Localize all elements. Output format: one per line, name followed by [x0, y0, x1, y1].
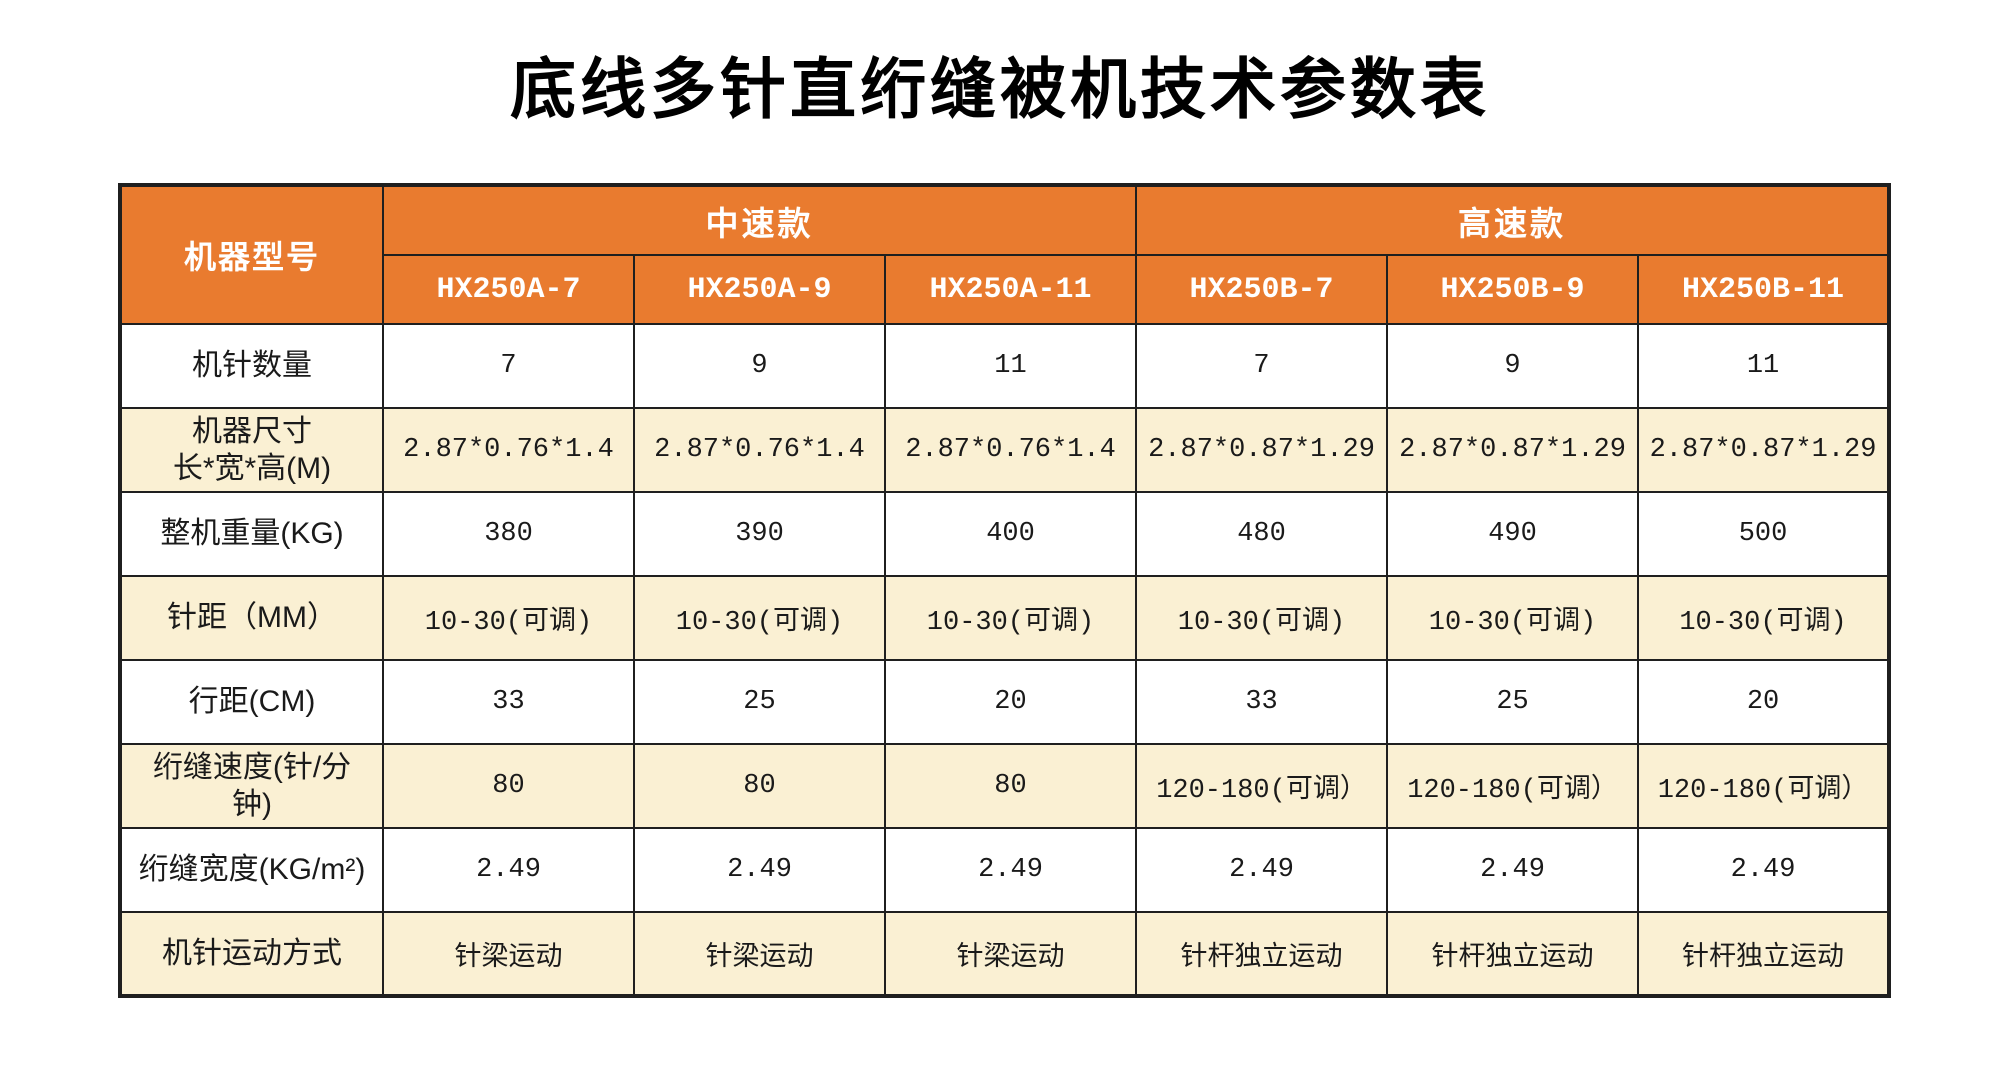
group-header-medium-speed: 中速款 [381, 184, 1138, 256]
page-title: 底线多针直绗缝被机技术参数表 [510, 52, 1490, 126]
row-label-needle-pitch: 针距（MM） [119, 575, 384, 661]
data-cell: 80 [633, 743, 886, 829]
data-cell: 2.49 [1386, 827, 1640, 913]
table-row-needle-pitch: 针距（MM） 10-30(可调) 10-30(可调) 10-30(可调) 10-… [119, 575, 1891, 661]
data-cell: 33 [382, 659, 635, 745]
data-cell: 480 [1135, 491, 1389, 577]
group-header-high-speed: 高速款 [1135, 184, 1891, 256]
corner-header-machine-model: 机器型号 [119, 184, 384, 325]
data-cell: 390 [633, 491, 886, 577]
model-header-hx250a-7: HX250A-7 [382, 254, 635, 325]
data-cell: 2.87*0.87*1.29 [1637, 407, 1891, 493]
row-label-machine-weight: 整机重量(KG) [119, 491, 384, 577]
data-cell: 针杆独立运动 [1386, 911, 1640, 997]
table-row-needle-motion: 机针运动方式 针梁运动 针梁运动 针梁运动 针杆独立运动 针杆独立运动 针杆独立… [119, 911, 1891, 997]
data-cell: 380 [382, 491, 635, 577]
data-cell: 10-30(可调) [382, 575, 635, 661]
spec-table: 机器型号 中速款 高速款 HX250A-7 HX250A-9 HX250A-11… [118, 183, 1892, 998]
data-cell: 针梁运动 [883, 911, 1138, 997]
data-cell: 10-30(可调) [633, 575, 886, 661]
data-cell: 9 [1386, 323, 1640, 409]
data-cell: 2.87*0.87*1.29 [1386, 407, 1640, 493]
data-cell: 20 [1637, 659, 1891, 745]
model-header-hx250b-11: HX250B-11 [1637, 254, 1891, 325]
data-cell: 针杆独立运动 [1135, 911, 1389, 997]
data-cell: 120-180(可调） [1386, 743, 1640, 829]
data-cell: 2.49 [1637, 827, 1891, 913]
data-cell: 2.87*0.87*1.29 [1135, 407, 1389, 493]
table-row-machine-size: 机器尺寸 长*宽*高(M) 2.87*0.76*1.4 2.87*0.76*1.… [119, 407, 1891, 493]
data-cell: 7 [382, 323, 635, 409]
model-header-hx250b-9: HX250B-9 [1386, 254, 1640, 325]
data-cell: 针梁运动 [382, 911, 635, 997]
data-cell: 2.49 [633, 827, 886, 913]
data-cell: 80 [883, 743, 1138, 829]
data-cell: 20 [883, 659, 1138, 745]
model-header-hx250b-7: HX250B-7 [1135, 254, 1389, 325]
data-cell: 490 [1386, 491, 1640, 577]
table-row-needle-count: 机针数量 7 9 11 7 9 11 [119, 323, 1891, 409]
data-cell: 120-180(可调） [1637, 743, 1891, 829]
row-label-machine-size: 机器尺寸 长*宽*高(M) [119, 407, 384, 493]
group-header-row: 机器型号 中速款 高速款 [119, 184, 1891, 325]
data-cell: 400 [883, 491, 1138, 577]
table-row-quilting-speed: 绗缝速度(针/分 钟) 80 80 80 120-180(可调） 120-180… [119, 743, 1891, 829]
data-cell: 10-30(可调) [1637, 575, 1891, 661]
data-cell: 10-30(可调) [1135, 575, 1389, 661]
data-cell: 25 [1386, 659, 1640, 745]
data-cell: 10-30(可调) [883, 575, 1138, 661]
data-cell: 2.87*0.76*1.4 [883, 407, 1138, 493]
data-cell: 11 [883, 323, 1138, 409]
data-cell: 9 [633, 323, 886, 409]
row-label-row-spacing: 行距(CM) [119, 659, 384, 745]
data-cell: 2.49 [1135, 827, 1389, 913]
row-label-quilting-width: 绗缝宽度(KG/m²) [119, 827, 384, 913]
data-cell: 11 [1637, 323, 1891, 409]
data-cell: 2.49 [883, 827, 1138, 913]
row-label-needle-count: 机针数量 [119, 323, 384, 409]
model-header-hx250a-11: HX250A-11 [883, 254, 1138, 325]
data-cell: 25 [633, 659, 886, 745]
data-cell: 33 [1135, 659, 1389, 745]
data-cell: 10-30(可调) [1386, 575, 1640, 661]
data-cell: 2.87*0.76*1.4 [633, 407, 886, 493]
data-cell: 80 [382, 743, 635, 829]
row-label-quilting-speed: 绗缝速度(针/分 钟) [119, 743, 384, 829]
data-cell: 500 [1637, 491, 1891, 577]
model-header-row: HX250A-7 HX250A-9 HX250A-11 HX250B-7 HX2… [120, 254, 1891, 325]
data-cell: 2.87*0.76*1.4 [382, 407, 635, 493]
table-body: 机针数量 7 9 11 7 9 11 机器尺寸 长*宽*高(M) 2.87*0.… [119, 323, 1891, 997]
data-cell: 针梁运动 [633, 911, 886, 997]
data-cell: 针杆独立运动 [1637, 911, 1891, 997]
row-label-needle-motion: 机针运动方式 [119, 911, 384, 997]
table-header: 机器型号 中速款 高速款 HX250A-7 HX250A-9 HX250A-11… [119, 184, 1891, 325]
table-row-machine-weight: 整机重量(KG) 380 390 400 480 490 500 [119, 491, 1891, 577]
model-header-hx250a-9: HX250A-9 [633, 254, 886, 325]
data-cell: 120-180(可调） [1135, 743, 1389, 829]
table-row-row-spacing: 行距(CM) 33 25 20 33 25 20 [119, 659, 1891, 745]
data-cell: 2.49 [382, 827, 635, 913]
table-row-quilting-width: 绗缝宽度(KG/m²) 2.49 2.49 2.49 2.49 2.49 2.4… [119, 827, 1891, 913]
data-cell: 7 [1135, 323, 1389, 409]
